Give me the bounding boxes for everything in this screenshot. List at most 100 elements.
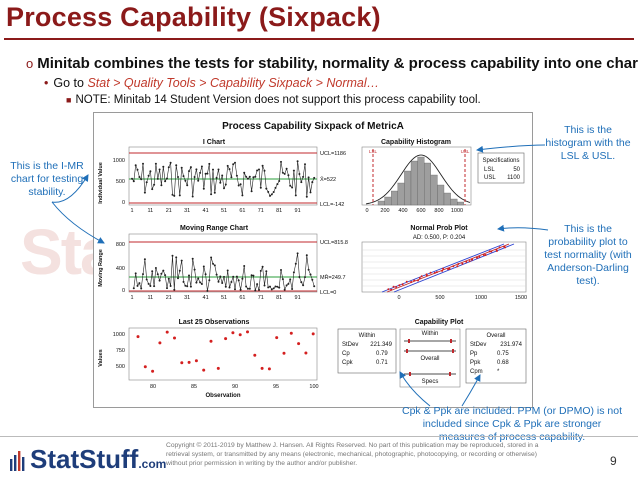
prob-plot-point (435, 271, 438, 274)
i-chart-point (223, 187, 225, 190)
mr-chart-point (313, 285, 316, 288)
page-number: 9 (610, 454, 617, 468)
i-chart-point (204, 172, 207, 175)
cp-value: 0.79 (376, 351, 388, 357)
statstuff-logo: StatStuff.com (10, 444, 166, 475)
last25-point (136, 335, 140, 339)
prob-plot-xtick: 500 (435, 295, 444, 301)
i-chart-point (234, 161, 236, 164)
i-chart-point (160, 184, 163, 187)
callout-probability: This is the probability plot to test nor… (544, 223, 632, 287)
last25-ytick: 500 (116, 364, 125, 370)
prob-plot-title: Normal Prob Plot (410, 225, 468, 232)
i-chart-point (136, 168, 139, 171)
histogram-lsl-tag: LSL (369, 149, 378, 154)
i-chart-point (287, 174, 290, 177)
mr-chart-point (300, 281, 303, 284)
prob-plot-point (433, 271, 436, 274)
mr-chart-point (245, 285, 248, 288)
last25-point (246, 330, 249, 334)
mr-chart-point (156, 273, 159, 276)
i-chart-ucl-label: UCL=1186 (320, 151, 346, 157)
prob-plot-point (390, 288, 393, 291)
prob-plot-point (498, 246, 501, 249)
i-chart-point (177, 176, 179, 178)
histogram-bar (457, 201, 464, 206)
mr-chart-ucl-label: UCL=815.8 (320, 240, 348, 246)
chart-xtick: 1 (130, 295, 133, 301)
i-chart-point (258, 168, 260, 171)
mr-chart-point (180, 259, 183, 262)
mr-chart-point (270, 288, 273, 291)
chart-xtick: 61 (239, 295, 245, 301)
i-chart-point (171, 193, 174, 196)
prob-plot-xtick: 1000 (475, 295, 487, 301)
ppk-label: Ppk (470, 360, 481, 366)
i-chart-point (278, 180, 281, 182)
mr-chart-point (145, 278, 148, 281)
mr-chart-point (173, 288, 176, 291)
mr-chart-point (136, 284, 139, 287)
mr-chart-point (250, 274, 253, 277)
i-chart-point (169, 161, 172, 164)
chart-xtick: 11 (148, 295, 154, 301)
mr-chart-point (186, 285, 189, 288)
mr-chart-point (287, 282, 290, 285)
mr-chart-point (206, 289, 209, 292)
chart-xtick: 11 (148, 208, 154, 214)
i-chart-point (243, 171, 246, 174)
mr-chart-point (278, 286, 281, 289)
i-chart-point (206, 172, 209, 175)
overall-box (465, 328, 527, 384)
mr-chart-point (166, 287, 168, 290)
cpk-arrow-right (461, 374, 481, 407)
mr-chart-point (272, 287, 275, 290)
mr-chart-point (153, 285, 156, 288)
cpm-value: * (497, 369, 500, 375)
i-chart-point (219, 181, 222, 184)
mr-chart-point (292, 271, 295, 274)
bar-specs-label: Specs (422, 379, 439, 385)
last25-point (260, 366, 264, 370)
mr-chart-point (177, 277, 179, 280)
i-chart-point (143, 191, 146, 194)
i-chart-point (280, 160, 282, 163)
i-chart-point (232, 163, 235, 166)
prob-plot-point (504, 246, 507, 249)
spec-usl-label: USL (484, 175, 496, 181)
histogram-curve (365, 154, 471, 205)
last25-xtick: 100 (309, 384, 318, 390)
last25-point (158, 341, 162, 345)
prob-plot-point (441, 269, 444, 272)
mr-chart-point (289, 278, 292, 281)
chart-xtick: 71 (258, 295, 264, 301)
mr-chart-points (132, 252, 316, 292)
capability-bar-frame (399, 328, 461, 388)
mr-chart-point (215, 273, 218, 276)
mr-chart-point (151, 270, 154, 273)
mr-chart-point (167, 277, 170, 280)
last25-point (297, 342, 301, 346)
cpk-value: 0.71 (376, 360, 388, 366)
i-chart-point (285, 167, 288, 170)
mr-chart-point (223, 275, 225, 278)
i-chart-ylabel: Individual Value (98, 162, 104, 204)
mr-chart-point (309, 273, 312, 276)
prob-plot-point (398, 284, 401, 287)
mr-chart-point (182, 280, 185, 283)
histogram-xtick: 800 (434, 208, 443, 214)
mr-chart-point (158, 279, 161, 282)
prob-plot-point (448, 267, 451, 270)
prob-plot-point (465, 260, 468, 263)
last25-point (289, 331, 293, 335)
i-chart-point (200, 165, 203, 168)
logo-com: .com (138, 457, 167, 471)
within-stdev-label: StDev (342, 342, 358, 348)
within-box (337, 328, 397, 374)
i-chart-point (202, 187, 205, 190)
i-chart-point (147, 174, 150, 177)
last25-point (151, 369, 155, 373)
mr-chart-point (226, 269, 229, 272)
i-chart-point (178, 194, 181, 197)
last25-xtick: 85 (191, 384, 197, 390)
